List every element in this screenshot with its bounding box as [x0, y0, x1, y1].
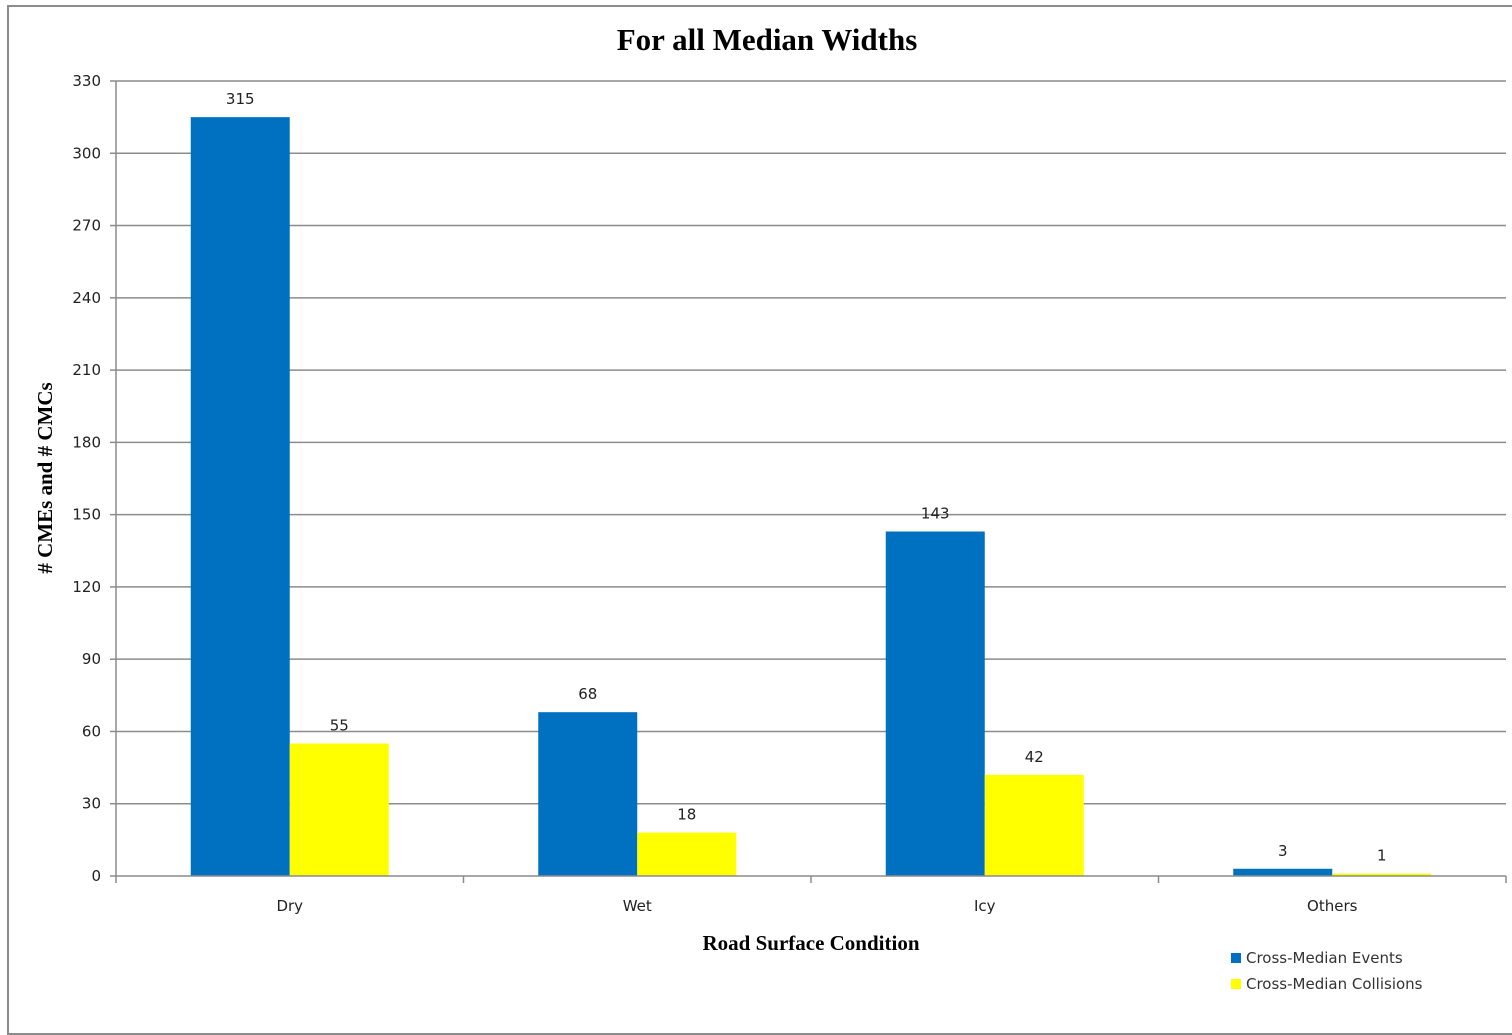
- legend-label: Cross-Median Collisions: [1246, 975, 1423, 993]
- y-tick-label: 270: [72, 217, 101, 235]
- bar-cross-median-collisions-others: [1332, 873, 1432, 876]
- x-tick-label: Icy: [974, 897, 996, 915]
- data-label: 55: [330, 717, 349, 735]
- legend-swatch: [1231, 953, 1241, 963]
- chart-title: For all Median Widths: [617, 22, 918, 57]
- y-tick-label: 60: [82, 722, 101, 740]
- y-tick-label: 30: [82, 795, 101, 813]
- bars: [190, 117, 1432, 877]
- data-label: 143: [921, 505, 950, 523]
- x-axis-ticks: Dry Wet Icy Others: [115, 876, 1507, 915]
- gridlines: [116, 80, 1506, 805]
- bar-cross-median-collisions-dry: [289, 743, 389, 876]
- y-axis-ticks: 0 30 60 90 120 150 180 210 240 270 300 330: [72, 72, 116, 885]
- data-label: 3: [1278, 842, 1288, 860]
- y-tick-label: 120: [72, 578, 101, 596]
- bar-cross-median-events-others: [1233, 868, 1333, 876]
- x-tick-label: Wet: [623, 897, 652, 915]
- data-label: 68: [578, 685, 597, 703]
- bar-cross-median-events-wet: [538, 712, 638, 876]
- data-label: 1: [1377, 847, 1387, 865]
- legend: Cross-Median Events Cross-Median Collisio…: [1231, 949, 1423, 993]
- bar-cross-median-collisions-icy: [984, 774, 1084, 876]
- x-tick-label: Others: [1307, 897, 1358, 915]
- y-tick-label: 330: [72, 72, 101, 90]
- bar-cross-median-events-dry: [190, 117, 290, 877]
- y-tick-label: 0: [91, 867, 101, 885]
- y-tick-label: 210: [72, 361, 101, 379]
- bar-cross-median-collisions-wet: [637, 832, 737, 876]
- data-labels: 315 55 68 18 143 42 3 1: [226, 90, 1387, 864]
- y-axis-title: # CMEs and # CMCs: [33, 382, 57, 573]
- y-tick-label: 240: [72, 289, 101, 307]
- data-label: 315: [226, 90, 255, 108]
- legend-label: Cross-Median Events: [1246, 949, 1403, 967]
- y-tick-label: 180: [72, 433, 101, 451]
- y-tick-label: 300: [72, 144, 101, 162]
- x-tick-label: Dry: [276, 897, 303, 915]
- y-tick-label: 90: [82, 650, 101, 668]
- bar-cross-median-events-icy: [885, 531, 985, 876]
- y-tick-label: 150: [72, 506, 101, 524]
- x-axis-title: Road Surface Condition: [702, 931, 919, 955]
- data-label: 42: [1025, 748, 1044, 766]
- data-label: 18: [677, 806, 696, 824]
- legend-swatch: [1231, 979, 1241, 989]
